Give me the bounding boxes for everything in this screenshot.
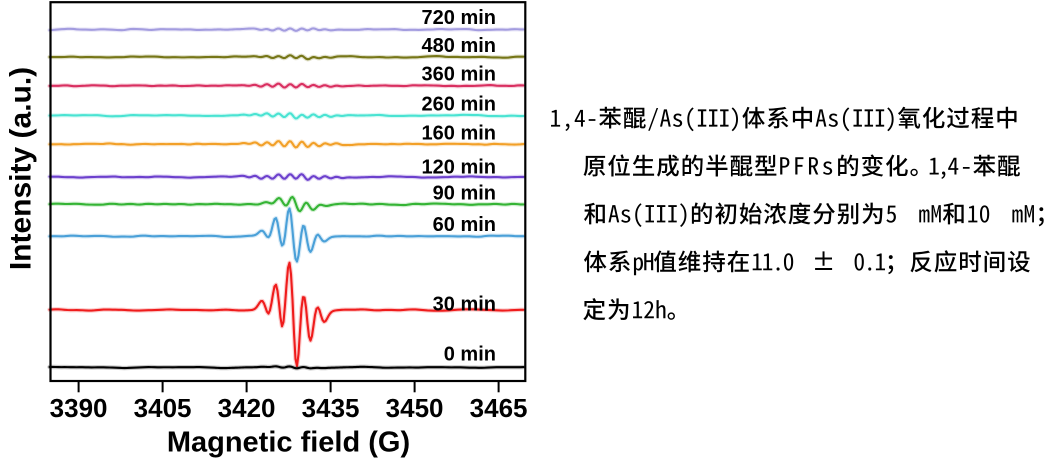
svg-text:120 min: 120 min xyxy=(422,157,496,179)
svg-text:Intensity (a.u.): Intensity (a.u.) xyxy=(5,67,38,270)
svg-text:160 min: 160 min xyxy=(422,122,496,144)
svg-text:3390: 3390 xyxy=(50,393,108,423)
svg-text:0 min: 0 min xyxy=(444,343,496,365)
svg-text:480 min: 480 min xyxy=(422,35,496,57)
svg-text:30 min: 30 min xyxy=(433,293,496,315)
svg-text:720 min: 720 min xyxy=(422,7,496,29)
svg-text:360 min: 360 min xyxy=(422,64,496,86)
svg-text:Magnetic field (G): Magnetic field (G) xyxy=(167,427,410,458)
svg-text:3465: 3465 xyxy=(470,393,528,423)
svg-text:3420: 3420 xyxy=(218,393,276,423)
svg-text:90 min: 90 min xyxy=(433,183,496,205)
svg-text:60 min: 60 min xyxy=(433,214,496,236)
svg-text:3450: 3450 xyxy=(386,393,444,423)
svg-text:3405: 3405 xyxy=(134,393,192,423)
svg-text:3435: 3435 xyxy=(302,393,360,423)
svg-text:260 min: 260 min xyxy=(422,93,496,115)
